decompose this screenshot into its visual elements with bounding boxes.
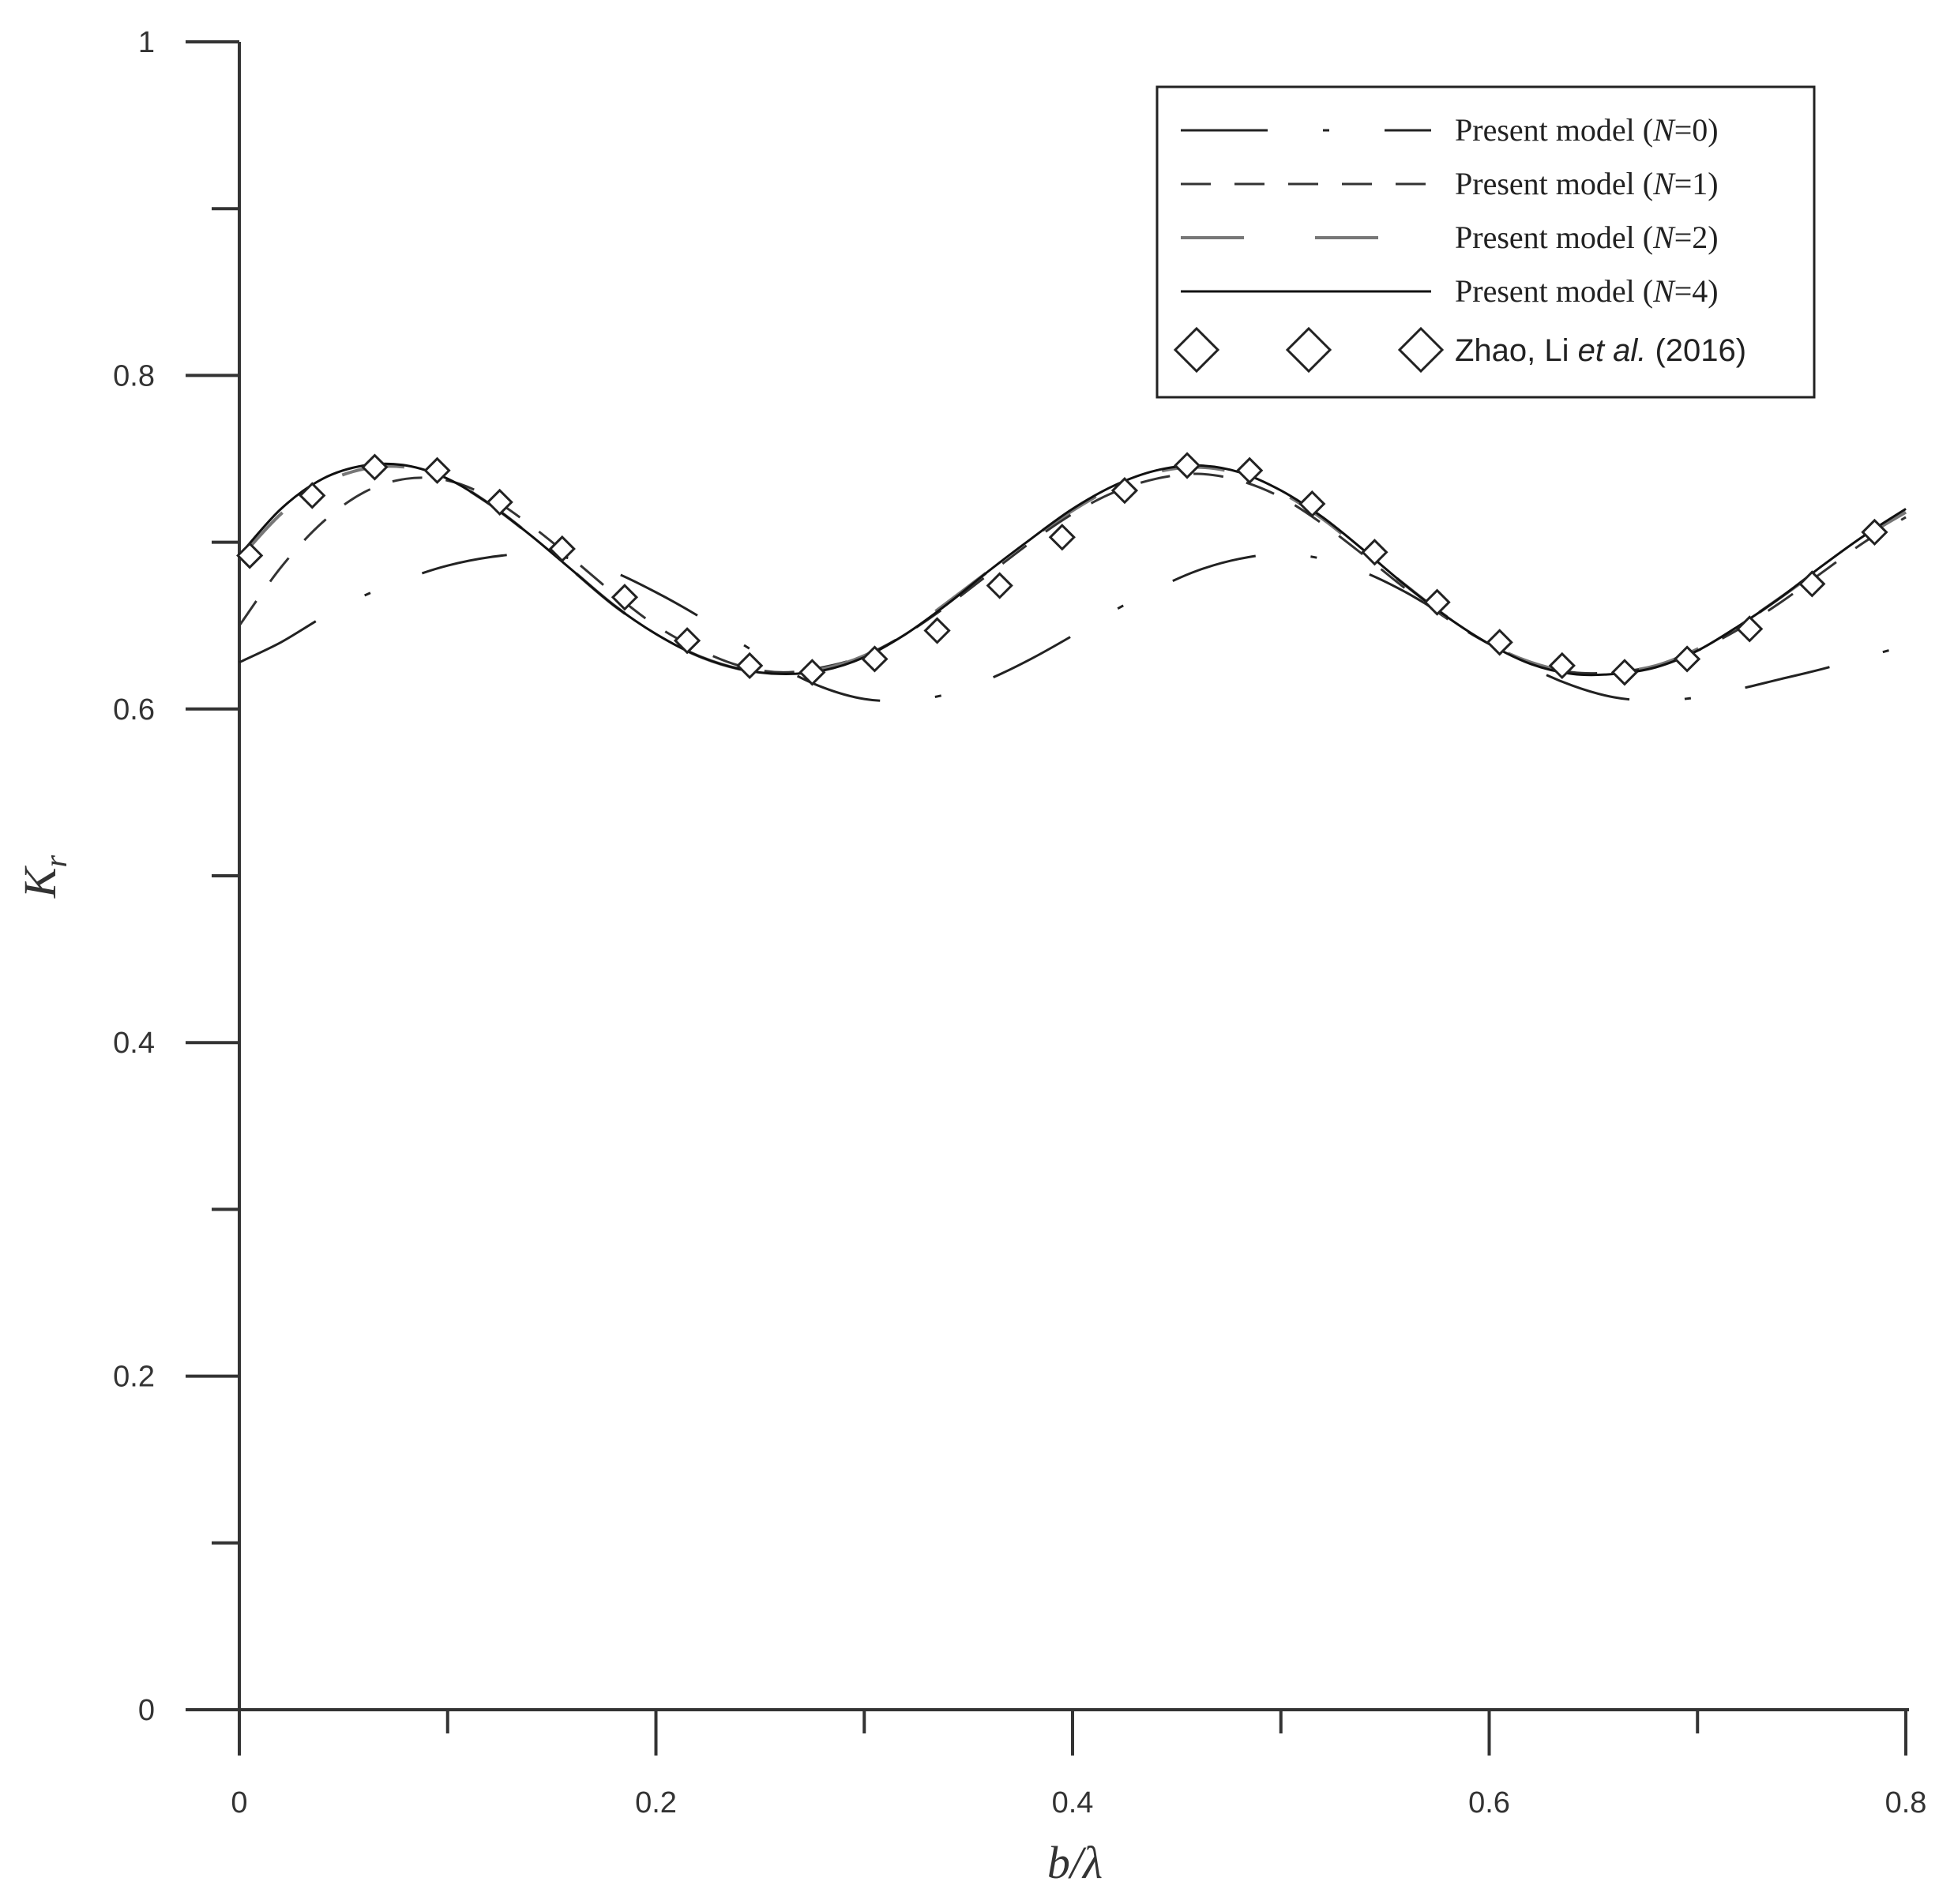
reference-marker <box>1423 588 1451 616</box>
reference-marker <box>1298 490 1326 518</box>
legend-ref-prefix: Zhao, Li <box>1455 333 1578 368</box>
y-axis-title-main: K <box>14 865 66 899</box>
reference-marker <box>611 584 639 611</box>
legend-label-prefix: Present model ( <box>1455 166 1653 201</box>
reference-marker <box>1173 452 1201 479</box>
reference-marker <box>1361 539 1388 566</box>
reference-markers <box>236 452 1888 686</box>
y-tick-label: 0 <box>138 1694 155 1727</box>
legend-label-prefix: Present model ( <box>1455 112 1653 148</box>
reference-marker <box>486 488 513 516</box>
reference-marker <box>548 535 576 563</box>
x-tick-label: 0.8 <box>1885 1786 1927 1820</box>
x-tick-label: 0.6 <box>1468 1786 1510 1820</box>
reference-marker <box>236 542 264 569</box>
reference-marker <box>923 617 951 644</box>
y-tick-label: 0.4 <box>113 1027 155 1060</box>
reference-marker <box>1798 570 1826 598</box>
legend-label-suffix: =0) <box>1674 112 1719 148</box>
reference-marker <box>361 453 389 481</box>
legend-label-var: N <box>1652 220 1676 255</box>
ticks: 0 0.2 0.4 0.6 0.8 1 0 0.2 0.4 0.6 0.8 <box>113 26 1926 1820</box>
reference-marker <box>1548 652 1576 680</box>
reference-marker <box>299 482 326 509</box>
reference-marker <box>736 652 764 680</box>
reference-marker <box>423 456 451 484</box>
series-line-n4 <box>238 462 1907 677</box>
legend: Present model (N=0)Present model (N=1)Pr… <box>1155 85 1816 399</box>
reference-marker <box>1673 645 1701 673</box>
reference-marker <box>861 645 889 673</box>
legend-label-prefix: Present model ( <box>1455 220 1653 255</box>
reference-marker <box>1736 615 1764 643</box>
legend-ref-suffix: (2016) <box>1646 333 1746 368</box>
legend-label: Present model (N=2) <box>1455 220 1719 255</box>
legend-marker-swatch <box>1285 326 1332 374</box>
series-line-n2 <box>238 464 1907 676</box>
x-tick-label: 0 <box>231 1786 247 1820</box>
legend-label: Present model (N=0) <box>1455 112 1719 148</box>
legend-label-suffix: =1) <box>1674 166 1719 201</box>
legend-label: Present model (N=4) <box>1455 273 1719 309</box>
y-tick-label: 0.6 <box>113 693 155 727</box>
series-line-n0 <box>239 552 1907 703</box>
axes <box>186 42 1909 1741</box>
x-tick-label: 0.2 <box>635 1786 677 1820</box>
reference-marker <box>1861 518 1888 546</box>
legend-label-reference: Zhao, Li et al. (2016) <box>1455 333 1746 368</box>
y-axis-title-subscript: r <box>38 854 73 867</box>
reference-marker <box>1610 659 1639 686</box>
y-tick-label: 1 <box>138 26 155 59</box>
legend-label-var: N <box>1652 166 1676 201</box>
legend-ref-italic: et al. <box>1578 333 1647 368</box>
x-axis-title: b/λ <box>1047 1837 1103 1888</box>
y-axis-title: Kr <box>14 854 73 899</box>
reference-marker <box>1236 456 1264 484</box>
reference-marker <box>1110 477 1139 505</box>
reference-marker <box>986 572 1013 599</box>
y-tick-label: 0.8 <box>113 359 155 392</box>
legend-label: Present model (N=1) <box>1455 166 1719 201</box>
legend-box <box>1155 85 1816 399</box>
legend-label-suffix: =2) <box>1674 220 1719 255</box>
legend-marker-swatch <box>1397 326 1445 374</box>
reference-marker <box>799 659 826 686</box>
legend-label-suffix: =4) <box>1674 273 1719 309</box>
y-tick-label: 0.2 <box>113 1361 155 1394</box>
reference-marker <box>1048 524 1076 551</box>
legend-label-prefix: Present model ( <box>1455 273 1653 309</box>
x-tick-label: 0.4 <box>1052 1786 1094 1820</box>
legend-label-var: N <box>1652 273 1676 309</box>
reference-marker <box>1486 629 1513 656</box>
reference-marker <box>673 627 701 655</box>
legend-label-var: N <box>1652 112 1676 148</box>
legend-marker-swatch <box>1173 326 1220 374</box>
